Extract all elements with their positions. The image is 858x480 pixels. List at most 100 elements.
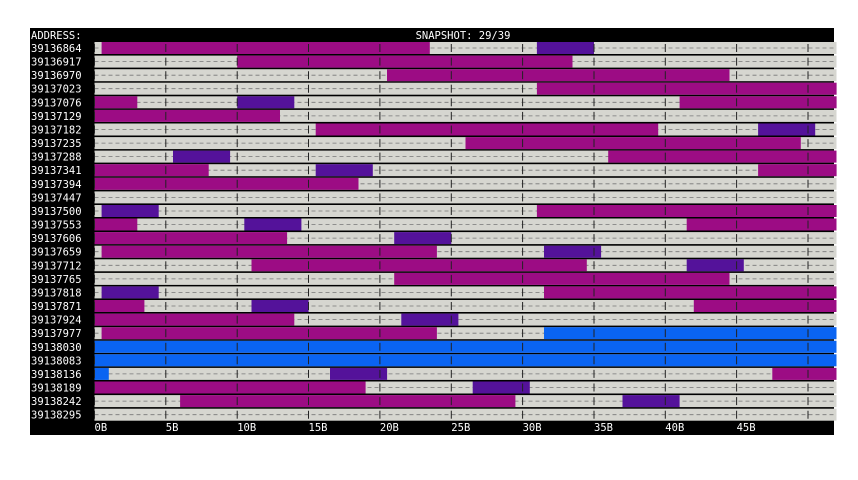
address-label: 39137765 <box>31 274 82 286</box>
address-label: 39137076 <box>31 97 82 109</box>
address-label: 39137341 <box>31 165 82 177</box>
x-tick-label: 30B <box>523 422 542 434</box>
x-tick-label: 20B <box>380 422 399 434</box>
address-label: 39138030 <box>31 342 82 354</box>
allocation-block <box>101 245 437 258</box>
allocation-block <box>94 177 359 190</box>
allocation-block <box>330 367 388 380</box>
snapshot-counter: SNAPSHOT: 29/39 <box>416 30 511 42</box>
allocation-block <box>401 313 459 326</box>
address-label: 39137606 <box>31 233 82 245</box>
address-label: 39137235 <box>31 138 82 150</box>
allocation-block <box>315 164 373 177</box>
address-label: 39137447 <box>31 192 82 204</box>
allocation-block <box>622 395 680 408</box>
address-label: 39138189 <box>31 383 82 395</box>
allocation-block <box>94 96 138 109</box>
allocation-block <box>94 313 295 326</box>
x-tick-label: 25B <box>451 422 470 434</box>
address-header-label: ADDRESS: <box>31 30 82 42</box>
allocation-block <box>772 367 837 380</box>
address-row: 39137129 <box>31 109 837 123</box>
address-row: 39137023 <box>31 82 837 96</box>
allocation-block <box>94 218 138 231</box>
x-axis-ticks: 0B 5B 10B 15B 20B 25B 30B 35B 40B 45B <box>95 422 756 434</box>
allocation-block <box>693 300 837 312</box>
allocation-block <box>679 96 837 109</box>
allocation-block <box>180 395 516 408</box>
address-row: 39137659 <box>31 245 837 259</box>
x-tick-label: 35B <box>594 422 613 434</box>
address-row: 39137288 <box>31 150 837 164</box>
address-row: 39137606 <box>31 232 837 245</box>
address-row: 39138083 <box>31 354 837 367</box>
address-row: 39136864 <box>31 42 837 55</box>
address-label: 39137500 <box>31 206 82 218</box>
allocation-block <box>686 218 837 231</box>
allocation-block <box>244 218 302 231</box>
address-label: 39136917 <box>31 57 82 69</box>
allocation-block <box>387 69 730 82</box>
allocation-block <box>237 55 573 68</box>
address-row: 39136970 <box>31 69 837 82</box>
allocation-block <box>608 150 837 163</box>
address-row: 39137712 <box>31 259 837 272</box>
address-label: 39137023 <box>31 84 82 96</box>
allocation-block <box>173 150 231 163</box>
allocation-block <box>544 245 602 258</box>
allocation-block <box>94 164 209 177</box>
address-label: 39138295 <box>31 410 82 422</box>
address-label: 39137182 <box>31 125 82 137</box>
allocation-block <box>465 137 801 150</box>
allocation-block <box>544 327 837 340</box>
address-label: 39137818 <box>31 287 82 299</box>
address-row: 39138242 <box>31 395 837 408</box>
allocation-block <box>536 42 594 54</box>
address-row: 39137447 <box>31 191 837 204</box>
address-label: 39137871 <box>31 301 82 313</box>
x-tick-label: 10B <box>237 422 256 434</box>
address-label: 39136970 <box>31 70 82 82</box>
address-label: 39136864 <box>31 43 82 55</box>
address-row: 39138030 <box>31 340 837 354</box>
allocation-block <box>94 381 366 394</box>
allocation-block <box>94 354 837 367</box>
allocation-block <box>101 286 159 299</box>
address-row: 39137553 <box>31 218 837 232</box>
address-label: 39137712 <box>31 260 82 272</box>
address-label: 39137977 <box>31 328 82 340</box>
x-tick-label: 5B <box>166 422 179 434</box>
allocation-block <box>94 300 145 312</box>
x-tick-label: 0B <box>95 422 108 434</box>
allocation-block <box>94 340 837 353</box>
address-row: 39137818 <box>31 286 837 299</box>
address-row: 39138295 <box>31 408 837 422</box>
allocation-block <box>101 205 159 217</box>
address-label: 39137288 <box>31 152 82 164</box>
address-row: 39137182 <box>31 123 837 137</box>
allocation-block <box>686 259 744 272</box>
address-row: 39136917 <box>31 55 837 69</box>
view-background <box>30 28 834 435</box>
address-row: 39138189 <box>31 381 837 395</box>
allocation-block <box>394 232 452 245</box>
address-label: 39137129 <box>31 111 82 123</box>
address-row: 39137871 <box>31 300 837 313</box>
allocation-block <box>394 272 730 285</box>
allocation-block <box>237 96 295 109</box>
address-label: 39137553 <box>31 220 82 232</box>
allocation-block <box>472 381 530 394</box>
address-label: 39137394 <box>31 179 82 191</box>
allocation-block <box>101 327 437 340</box>
address-row: 39137076 <box>31 96 837 109</box>
x-tick-label: 45B <box>737 422 756 434</box>
allocation-block <box>758 164 837 177</box>
allocation-block <box>251 300 309 312</box>
address-label: 39138242 <box>31 396 82 408</box>
allocation-block <box>758 123 816 136</box>
address-row: 39137924 <box>31 313 837 327</box>
address-row: 39138136 <box>31 367 837 381</box>
x-tick-label: 40B <box>665 422 684 434</box>
address-row: 39137394 <box>31 177 837 191</box>
allocation-block <box>536 82 837 95</box>
